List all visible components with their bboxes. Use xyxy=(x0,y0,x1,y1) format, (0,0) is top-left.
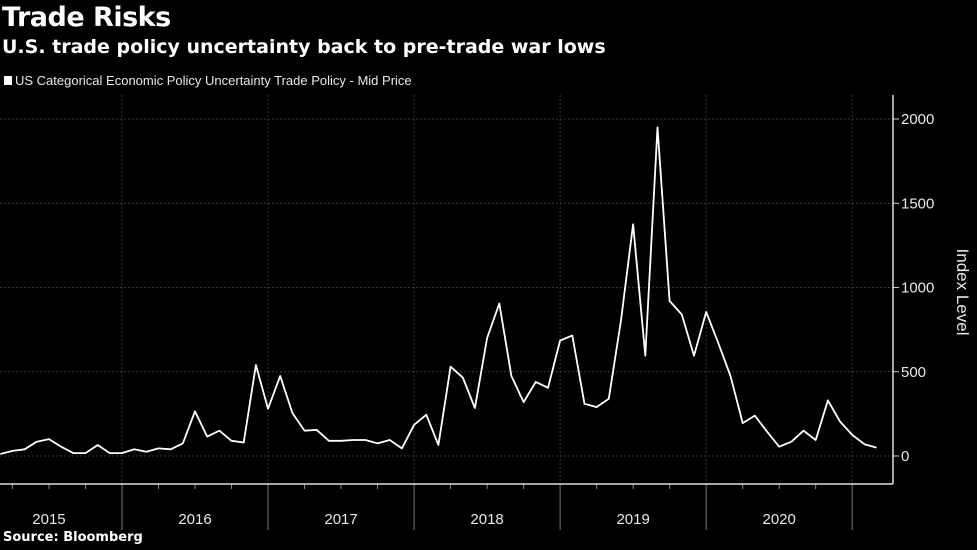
x-tick-label: 2020 xyxy=(762,511,795,528)
legend-label: US Categorical Economic Policy Uncertain… xyxy=(15,73,412,88)
x-tick-label: 2018 xyxy=(470,511,503,528)
x-tick-label: 2017 xyxy=(324,511,357,528)
y-tick-label: 1000 xyxy=(901,280,934,297)
y-tick-label: 0 xyxy=(901,448,909,465)
legend: US Categorical Economic Policy Uncertain… xyxy=(4,73,412,88)
chart-subtitle: U.S. trade policy uncertainty back to pr… xyxy=(2,36,606,58)
chart-title: Trade Risks xyxy=(2,2,171,33)
y-tick-label: 2000 xyxy=(901,111,934,128)
y-tick-label: 1500 xyxy=(901,195,934,212)
legend-swatch xyxy=(4,76,12,85)
series-line xyxy=(0,126,877,455)
source-note: Source: Bloomberg xyxy=(3,530,143,545)
y-axis-label: Index Level xyxy=(953,249,972,336)
x-tick-label: 2016 xyxy=(178,511,211,528)
y-tick-label: 500 xyxy=(901,364,926,381)
x-tick-label: 2015 xyxy=(32,511,65,528)
x-tick-label: 2019 xyxy=(616,511,649,528)
